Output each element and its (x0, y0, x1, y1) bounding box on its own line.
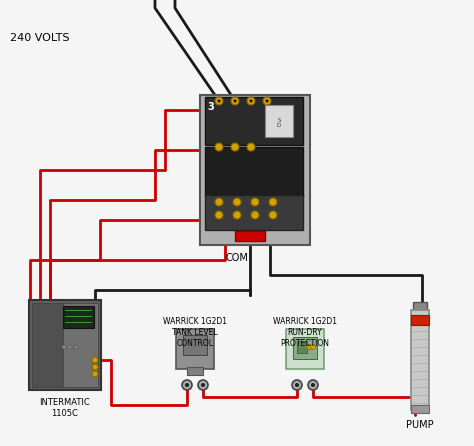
Circle shape (292, 380, 302, 390)
Bar (63, 303, 98, 387)
Circle shape (215, 198, 223, 206)
Circle shape (295, 383, 299, 387)
Text: INTERMATIC
1105C: INTERMATIC 1105C (40, 398, 91, 418)
Circle shape (234, 99, 237, 103)
Circle shape (269, 211, 277, 219)
Bar (411, 405, 429, 413)
Bar (205, 97, 303, 145)
Circle shape (92, 364, 98, 370)
FancyBboxPatch shape (176, 329, 214, 369)
Bar (413, 302, 427, 314)
Circle shape (68, 345, 72, 349)
Circle shape (311, 383, 315, 387)
Circle shape (308, 380, 318, 390)
Circle shape (231, 97, 239, 105)
Circle shape (251, 211, 259, 219)
Circle shape (92, 357, 98, 363)
Circle shape (62, 345, 66, 349)
Circle shape (198, 380, 208, 390)
Circle shape (269, 198, 277, 206)
Bar (411, 315, 429, 325)
Circle shape (249, 99, 253, 103)
Bar (32, 303, 68, 387)
Circle shape (233, 211, 241, 219)
Circle shape (233, 198, 241, 206)
Circle shape (231, 143, 239, 151)
Bar (63, 306, 94, 328)
FancyBboxPatch shape (286, 329, 324, 369)
FancyBboxPatch shape (200, 95, 310, 245)
Circle shape (74, 345, 78, 349)
Circle shape (307, 344, 311, 350)
Bar (265, 105, 293, 137)
Circle shape (265, 99, 268, 103)
Circle shape (215, 143, 223, 151)
Circle shape (218, 99, 220, 103)
Circle shape (263, 97, 271, 105)
Text: 240 VOLTS: 240 VOLTS (10, 33, 70, 43)
Circle shape (247, 97, 255, 105)
Circle shape (92, 371, 98, 377)
Circle shape (215, 97, 223, 105)
Text: S
D: S D (277, 118, 281, 128)
Text: COM: COM (226, 253, 248, 263)
Circle shape (310, 344, 316, 350)
Circle shape (182, 380, 192, 390)
Bar (205, 147, 303, 197)
Bar (293, 337, 317, 359)
FancyBboxPatch shape (29, 300, 101, 390)
Circle shape (215, 211, 223, 219)
Bar (411, 310, 429, 410)
Bar (297, 341, 307, 353)
Bar (183, 335, 207, 355)
Circle shape (247, 143, 255, 151)
Bar (187, 367, 203, 375)
Circle shape (201, 383, 205, 387)
Text: WARRICK 1G2D1
TANK LEVEL
CONTROL: WARRICK 1G2D1 TANK LEVEL CONTROL (163, 317, 227, 347)
Text: PUMP: PUMP (406, 420, 434, 430)
Bar (205, 195, 303, 230)
Text: WARRICK 1G2D1
RUN-DRY
PROTECTION: WARRICK 1G2D1 RUN-DRY PROTECTION (273, 317, 337, 347)
Circle shape (185, 383, 189, 387)
Text: 3: 3 (208, 102, 214, 112)
Bar (235, 231, 265, 241)
Circle shape (251, 198, 259, 206)
